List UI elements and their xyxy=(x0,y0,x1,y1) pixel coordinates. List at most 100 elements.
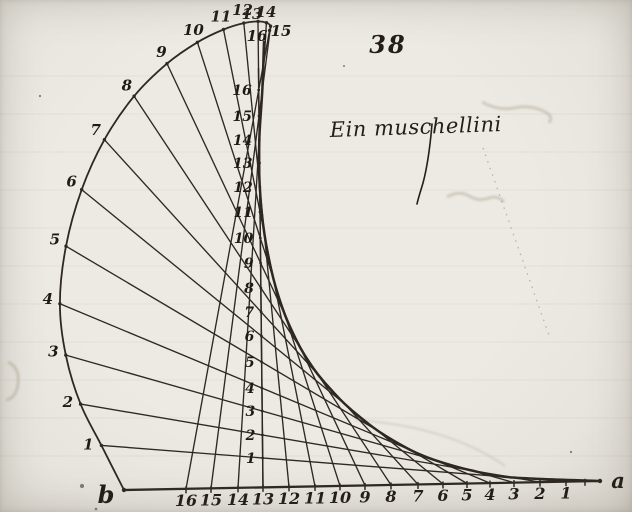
ink-showthrough-smudge xyxy=(5,360,20,402)
arc-number: 14 xyxy=(256,3,277,21)
arc-point-dots xyxy=(58,19,273,448)
perpendicular-tick-dot xyxy=(259,310,263,314)
arc-point-dot xyxy=(195,40,200,44)
baseline-number: 7 xyxy=(412,486,423,505)
perpendicular-number: 5 xyxy=(245,355,255,371)
baseline-number: 13 xyxy=(252,489,274,508)
perpendicular-number: 8 xyxy=(244,281,254,297)
ruler-line xyxy=(166,63,366,486)
arc-point-dot xyxy=(165,61,169,66)
circle-showthrough-ghost xyxy=(354,419,506,467)
baseline-number: 8 xyxy=(384,487,396,506)
perpendicular-tick-dot xyxy=(259,261,262,265)
perpendicular-number: 9 xyxy=(244,256,254,272)
corner-label-a: a xyxy=(611,468,625,493)
perpendicular-number: 3 xyxy=(245,404,255,420)
baseline-number: 1 xyxy=(560,484,571,503)
ruler-line xyxy=(243,23,290,487)
arc-number: 8 xyxy=(122,76,133,94)
baseline-number: 4 xyxy=(484,485,495,504)
showthrough-ghosts xyxy=(0,65,632,511)
baseline-labels: 16 15 14 13 12 11 10 9 8 7 6 5 4 3 2 1 xyxy=(175,484,572,510)
arc-number: 9 xyxy=(156,43,167,61)
ink-speck xyxy=(79,483,85,489)
perpendicular-number: 15 xyxy=(233,109,252,125)
perpendicular-tick-dot xyxy=(260,409,264,413)
arc-point-dot xyxy=(64,244,68,248)
arc-number: 6 xyxy=(66,172,77,190)
arc-number: 11 xyxy=(210,8,231,26)
caption-flourish xyxy=(416,123,433,205)
baseline-number: 12 xyxy=(278,489,300,508)
arc-number: 13 xyxy=(242,5,263,23)
baseline-number: 3 xyxy=(508,485,519,504)
perpendicular-number: 11 xyxy=(234,205,253,221)
arc-point-dot xyxy=(78,402,83,406)
perpendicular-labels: 16 15 14 13 12 11 10 9 8 7 6 5 4 3 2 1 xyxy=(232,83,255,467)
baseline-number: 10 xyxy=(329,488,351,507)
perpendicular-number: 7 xyxy=(244,305,254,321)
arc-number: 10 xyxy=(183,21,204,39)
arc-point-dot xyxy=(58,302,62,306)
baseline-number: 9 xyxy=(359,487,370,506)
corner-label-b: b xyxy=(98,480,115,509)
perpendicular-tick-dot xyxy=(260,386,264,390)
ink-speck xyxy=(38,94,42,98)
arc-number: 4 xyxy=(43,290,53,308)
perpendicular-number: 13 xyxy=(233,156,253,172)
ruler-line xyxy=(133,95,392,486)
ink-speck xyxy=(569,450,573,454)
arc-point-dot xyxy=(80,187,84,192)
arc-number: 2 xyxy=(62,393,73,411)
arc-point-dot xyxy=(256,19,260,24)
arc-number: 5 xyxy=(50,231,60,249)
perpendicular-number: 16 xyxy=(232,83,252,99)
arc-number: 16 xyxy=(247,27,268,45)
perpendicular-number: 4 xyxy=(245,381,255,397)
perpendicular-tick-dot xyxy=(257,88,261,92)
arc-point-dot xyxy=(267,28,272,33)
perpendicular-number: 1 xyxy=(246,451,256,467)
perpendicular-number: 6 xyxy=(245,329,255,345)
arc-point-dot xyxy=(132,94,136,98)
perpendicular-number: 12 xyxy=(233,180,253,196)
shell-envelope-curve xyxy=(257,40,602,483)
crease-dotted-line xyxy=(482,147,551,339)
perpendicular-tick-dot xyxy=(260,334,263,338)
ruler-line xyxy=(185,30,271,489)
baseline-number: 14 xyxy=(227,490,249,509)
ink-showthrough-smudge xyxy=(481,100,553,124)
baseline-number: 15 xyxy=(200,490,222,509)
arc-point-dot xyxy=(242,21,246,25)
baseline-number: 6 xyxy=(437,486,448,505)
perpendicular-tick-dot xyxy=(259,286,263,290)
ink-speck xyxy=(343,65,345,67)
figure-caption: Ein muschellini xyxy=(328,112,502,142)
ink-speck xyxy=(94,507,98,511)
perpendicular-tick-dot xyxy=(260,360,264,364)
arc-point-dot xyxy=(221,27,226,32)
baseline-number: 5 xyxy=(461,486,472,505)
baseline-number: 16 xyxy=(175,491,197,510)
perpendicular-number: 10 xyxy=(234,231,254,247)
ruler-lines xyxy=(59,21,567,489)
baseline-number: 11 xyxy=(304,488,326,507)
page-number: 38 xyxy=(369,30,406,59)
ink-showthrough-smudge xyxy=(446,191,506,204)
arc-number: 7 xyxy=(90,121,101,139)
arc-number: 1 xyxy=(83,435,93,453)
perpendicular-number: 2 xyxy=(245,428,256,444)
baseline-line xyxy=(123,479,601,492)
arc-point-dot xyxy=(268,24,273,28)
arc-point-dot xyxy=(102,138,107,142)
arc-point-dot xyxy=(99,443,104,448)
arc-point-dot xyxy=(264,21,269,25)
perpendicular-tick-dot xyxy=(261,456,265,460)
perpendicular-number: 14 xyxy=(233,133,252,149)
baseline-number: 2 xyxy=(533,484,545,503)
arc-number: 15 xyxy=(271,22,292,40)
perpendicular-tick-dot xyxy=(258,236,262,240)
